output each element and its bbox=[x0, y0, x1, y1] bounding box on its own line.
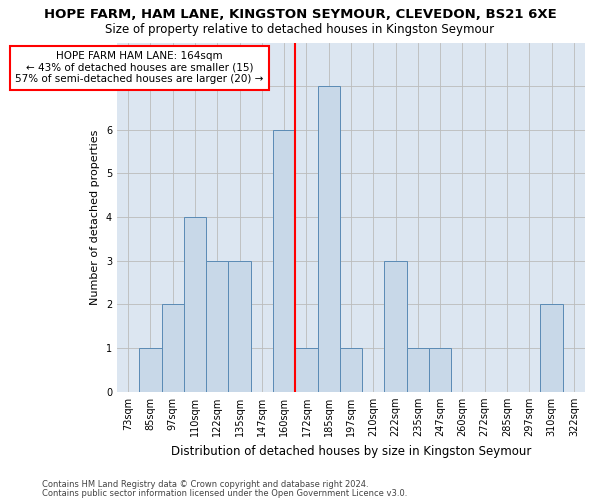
Bar bbox=[139, 348, 161, 392]
X-axis label: Distribution of detached houses by size in Kingston Seymour: Distribution of detached houses by size … bbox=[171, 444, 531, 458]
Text: Contains public sector information licensed under the Open Government Licence v3: Contains public sector information licen… bbox=[42, 488, 407, 498]
Bar bbox=[229, 261, 251, 392]
Bar bbox=[184, 217, 206, 392]
Bar bbox=[295, 348, 317, 392]
Text: Size of property relative to detached houses in Kingston Seymour: Size of property relative to detached ho… bbox=[106, 22, 494, 36]
Text: HOPE FARM, HAM LANE, KINGSTON SEYMOUR, CLEVEDON, BS21 6XE: HOPE FARM, HAM LANE, KINGSTON SEYMOUR, C… bbox=[44, 8, 556, 20]
Y-axis label: Number of detached properties: Number of detached properties bbox=[91, 130, 100, 305]
Bar bbox=[340, 348, 362, 392]
Text: HOPE FARM HAM LANE: 164sqm
← 43% of detached houses are smaller (15)
57% of semi: HOPE FARM HAM LANE: 164sqm ← 43% of deta… bbox=[15, 51, 263, 84]
Bar bbox=[317, 86, 340, 392]
Bar bbox=[206, 261, 229, 392]
Bar bbox=[273, 130, 295, 392]
Bar bbox=[541, 304, 563, 392]
Text: Contains HM Land Registry data © Crown copyright and database right 2024.: Contains HM Land Registry data © Crown c… bbox=[42, 480, 368, 489]
Bar bbox=[385, 261, 407, 392]
Bar bbox=[161, 304, 184, 392]
Bar bbox=[407, 348, 429, 392]
Bar bbox=[429, 348, 451, 392]
